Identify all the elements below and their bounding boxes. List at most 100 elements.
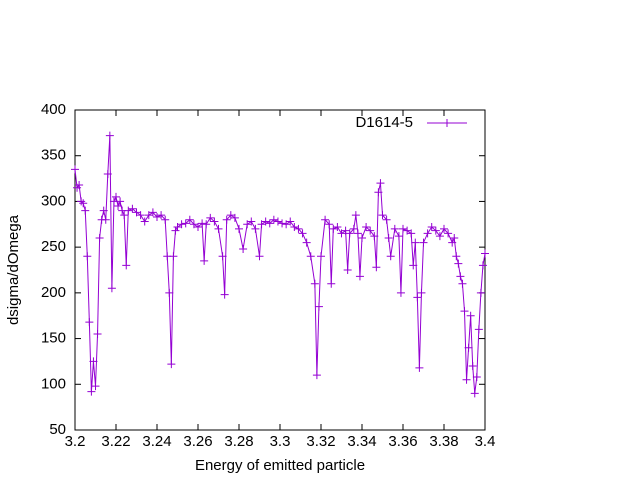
point <box>257 220 266 229</box>
point <box>103 170 112 178</box>
point <box>144 211 153 220</box>
point <box>136 211 145 220</box>
point <box>306 252 315 261</box>
legend-marker <box>443 119 451 127</box>
point <box>431 226 440 235</box>
point <box>161 215 170 224</box>
point <box>409 261 418 270</box>
point <box>173 223 182 232</box>
point <box>114 202 123 210</box>
point <box>423 229 432 238</box>
point <box>450 234 459 242</box>
plot-border <box>74 109 486 431</box>
point <box>343 266 352 274</box>
point <box>476 288 485 297</box>
point <box>251 224 260 233</box>
point <box>464 343 473 352</box>
y-axis-label: dsigma/dOmega <box>5 214 22 325</box>
point <box>366 226 375 235</box>
point <box>210 217 219 226</box>
point <box>128 204 137 213</box>
point <box>399 224 407 233</box>
x-tick-label: 3.28 <box>224 433 253 450</box>
point <box>181 219 190 228</box>
point <box>214 224 223 233</box>
point <box>333 223 342 232</box>
point <box>374 188 383 197</box>
point <box>470 389 479 398</box>
point <box>95 234 104 242</box>
point <box>440 224 448 233</box>
point <box>105 131 114 140</box>
point <box>390 224 399 233</box>
point <box>468 362 477 370</box>
point <box>444 229 453 238</box>
x-tick-label: 3.3 <box>270 433 291 450</box>
point <box>230 213 239 222</box>
point <box>454 259 463 268</box>
point <box>132 208 141 217</box>
point <box>177 220 186 229</box>
point <box>302 238 311 247</box>
point <box>148 208 157 217</box>
point <box>107 284 116 293</box>
x-tick-label: 3.38 <box>429 433 458 450</box>
x-tick-label: 3.34 <box>347 433 376 450</box>
point <box>456 272 465 281</box>
point <box>200 256 209 265</box>
point <box>312 371 321 380</box>
x-tick-label: 3.24 <box>142 433 171 450</box>
point <box>222 215 231 224</box>
y-tick-label: 200 <box>41 284 66 301</box>
point <box>396 288 405 297</box>
point <box>355 272 364 281</box>
point <box>269 215 278 224</box>
point <box>83 252 92 261</box>
series-line <box>74 135 486 394</box>
point <box>403 226 412 235</box>
point <box>247 217 256 226</box>
point <box>171 226 180 235</box>
point <box>327 279 336 288</box>
point <box>185 215 194 224</box>
point <box>345 229 354 238</box>
point <box>261 217 270 226</box>
point <box>386 252 395 261</box>
point <box>101 215 110 224</box>
point <box>122 261 131 270</box>
x-tick-label: 3.32 <box>306 433 335 450</box>
point <box>239 244 248 253</box>
x-tick-label: 3.4 <box>475 433 496 450</box>
point <box>417 288 426 297</box>
x-tick-label: 3.36 <box>388 433 417 450</box>
point <box>87 387 96 396</box>
point <box>321 215 330 224</box>
point <box>81 206 90 215</box>
point <box>202 220 211 229</box>
point <box>165 288 174 297</box>
point <box>189 220 198 229</box>
x-tick-label: 3.22 <box>101 433 130 450</box>
point <box>466 311 475 320</box>
point <box>116 197 125 206</box>
point <box>124 206 133 215</box>
point <box>206 213 215 222</box>
point <box>474 325 483 334</box>
point <box>351 211 360 220</box>
point <box>99 206 108 215</box>
legend-label: D1614-5 <box>355 114 413 131</box>
point <box>71 165 79 174</box>
y-tick-label: 150 <box>41 330 66 347</box>
point <box>93 330 102 338</box>
point <box>265 219 274 228</box>
point <box>384 234 393 242</box>
point <box>226 211 235 220</box>
point <box>407 229 416 238</box>
point <box>273 217 282 226</box>
x-tick-label: 3.26 <box>183 433 212 450</box>
y-tick-label: 350 <box>41 147 66 164</box>
point <box>481 249 489 258</box>
x-axis-label: Energy of emitted particle <box>195 457 365 474</box>
point <box>235 224 243 233</box>
point <box>462 375 471 384</box>
